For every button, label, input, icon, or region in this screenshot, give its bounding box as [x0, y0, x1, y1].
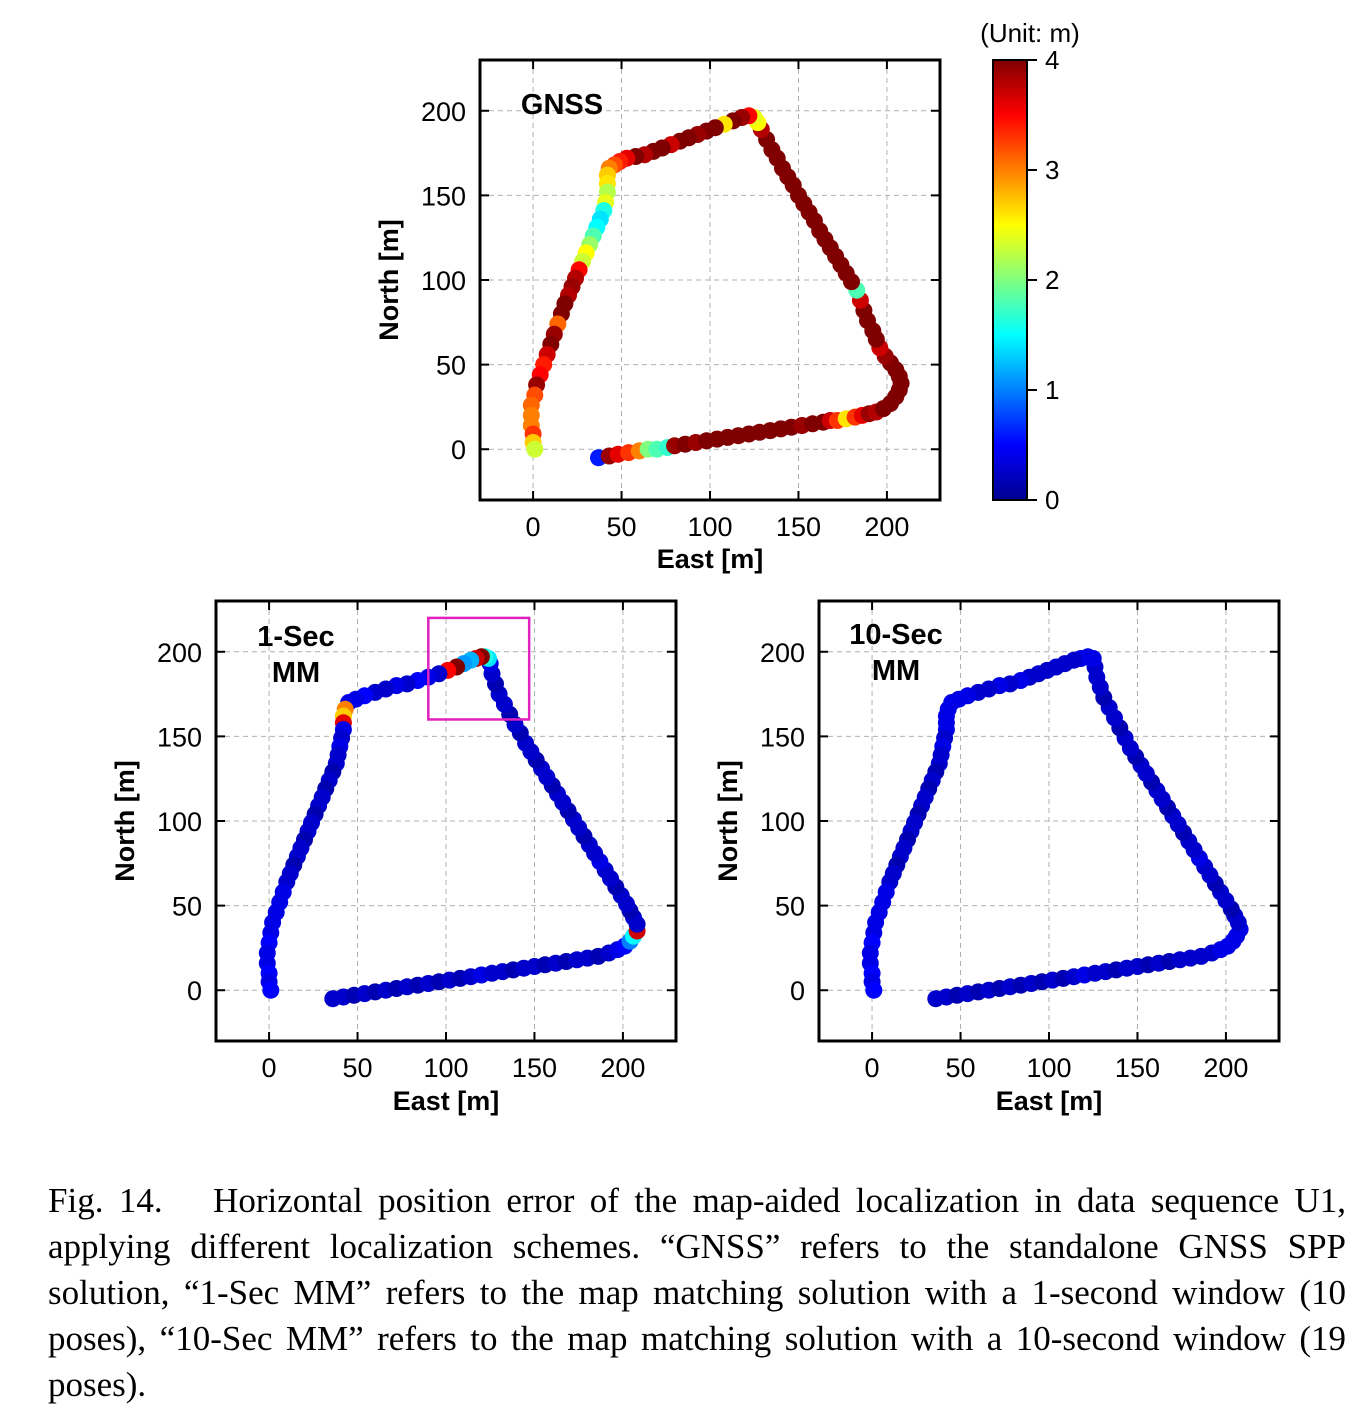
y-tick-label: 200 [157, 638, 202, 668]
data-point [262, 981, 280, 999]
x-tick-label: 100 [1026, 1053, 1071, 1083]
x-tick-label: 100 [423, 1053, 468, 1083]
y-tick-label: 200 [760, 638, 805, 668]
x-tick-label: 200 [600, 1053, 645, 1083]
point-layer [522, 107, 910, 467]
colorbar-unit-label: (Unit: m) [980, 18, 1080, 48]
point-layer [861, 648, 1249, 1008]
colorbar-tick-label: 3 [1045, 155, 1059, 185]
colorbar: (Unit: m) 0 1 2 3 4 [980, 18, 1080, 515]
y-tick-label: 0 [790, 976, 805, 1006]
y-tick-label: 0 [187, 976, 202, 1006]
data-point [865, 981, 883, 999]
data-point [526, 440, 544, 458]
y-axis-label: North [m] [110, 760, 140, 881]
y-tick-label: 150 [157, 722, 202, 752]
x-tick-label: 100 [687, 512, 732, 542]
panel-title: 10-Sec MM [849, 619, 943, 687]
y-tick-label: 150 [760, 722, 805, 752]
y-tick-label: 150 [421, 181, 466, 211]
x-axis-label: East [m] [996, 1086, 1103, 1116]
x-axis-label: East [m] [393, 1086, 500, 1116]
y-tick-label: 100 [421, 266, 466, 296]
y-tick-label: 100 [760, 807, 805, 837]
y-tick-label: 100 [157, 807, 202, 837]
y-tick-label: 0 [451, 435, 466, 465]
y-tick-label: 50 [172, 892, 202, 922]
panel-title: GNSS [521, 89, 603, 121]
x-axis-label: East [m] [657, 544, 764, 574]
10-sec-mm-panel: 0 50 100 150 200 0 50 100 150 200 East [m] North [m… [713, 599, 1281, 1116]
y-tick-label: 50 [775, 892, 805, 922]
x-tick-label: 50 [607, 512, 637, 542]
panel-title: 1-Sec MM [257, 621, 334, 689]
x-tick-label: 0 [865, 1053, 880, 1083]
x-tick-label: 50 [946, 1053, 976, 1083]
zoom-highlight-box [427, 616, 531, 721]
y-axis-label: North [m] [713, 760, 743, 881]
colorbar-gradient [992, 59, 1028, 501]
point-layer [258, 648, 646, 1008]
x-tick-label: 150 [776, 512, 821, 542]
y-axis-label: North [m] [374, 219, 404, 340]
colorbar-tick-label: 1 [1045, 375, 1059, 405]
y-tick-label: 200 [421, 97, 466, 127]
figure-caption: Fig. 14. Horizontal position error of th… [48, 1181, 1346, 1404]
x-tick-label: 200 [864, 512, 909, 542]
colorbar-tick-label: 4 [1045, 45, 1059, 75]
colorbar-tick-label: 2 [1045, 265, 1059, 295]
gnss-panel: 0 50 100 150 200 0 50 100 150 200 East [m] North [m… [374, 58, 942, 574]
x-tick-label: 150 [512, 1053, 557, 1083]
x-tick-label: 150 [1115, 1053, 1160, 1083]
colorbar-tick-label: 0 [1045, 485, 1059, 515]
x-tick-label: 0 [262, 1053, 277, 1083]
x-tick-label: 0 [526, 512, 541, 542]
y-tick-label: 50 [436, 351, 466, 381]
x-tick-label: 50 [343, 1053, 373, 1083]
x-tick-label: 200 [1203, 1053, 1248, 1083]
1-sec-mm-panel: 0 50 100 150 200 0 50 100 150 200 East [m] North [m… [110, 599, 678, 1116]
